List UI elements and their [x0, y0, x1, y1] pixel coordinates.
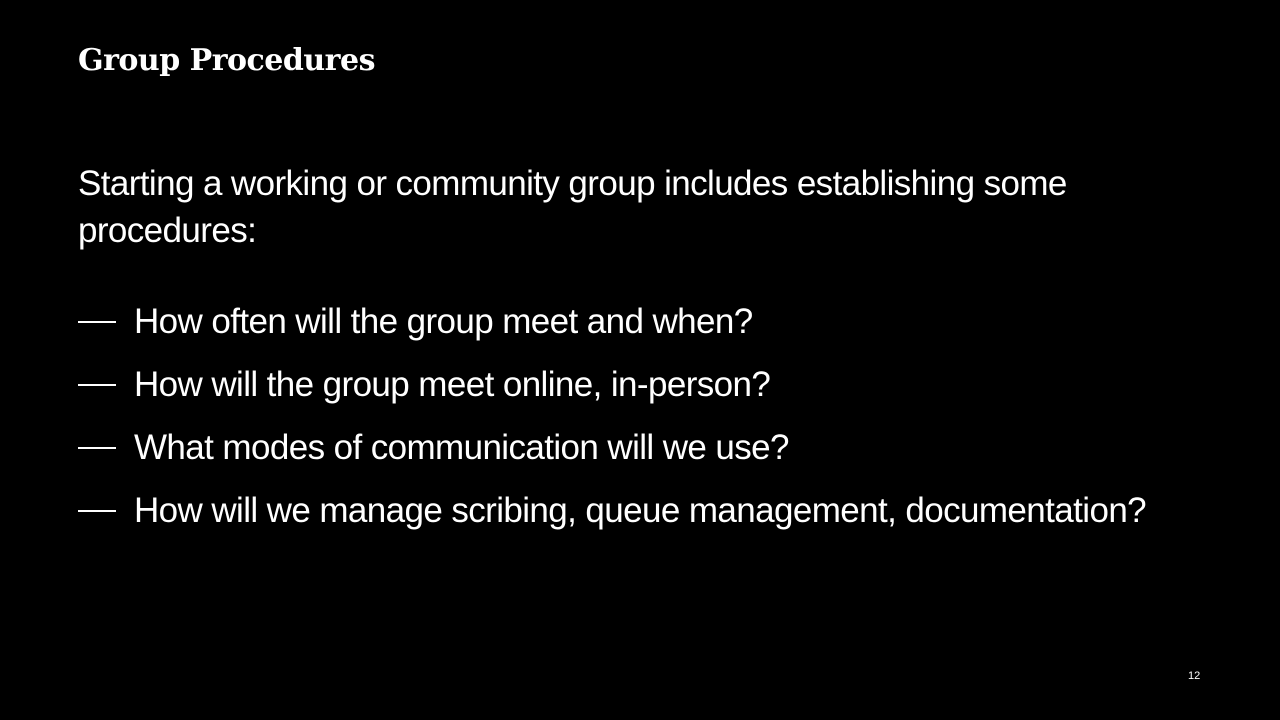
- em-dash-icon: [78, 446, 116, 449]
- slide-page-number: 12: [1188, 670, 1201, 682]
- bullet-item: How will we manage scribing, queue manag…: [78, 479, 1258, 542]
- bullet-text: How will we manage scribing, queue manag…: [134, 490, 1147, 530]
- bullet-item: How will the group meet online, in-perso…: [78, 353, 1258, 416]
- bullet-text: How often will the group meet and when?: [134, 301, 753, 341]
- slide-title: Group Procedures: [78, 43, 375, 78]
- em-dash-icon: [78, 320, 116, 323]
- bullet-item: What modes of communication will we use?: [78, 416, 1258, 479]
- em-dash-icon: [78, 509, 116, 512]
- bullet-text: What modes of communication will we use?: [134, 427, 790, 467]
- em-dash-icon: [78, 383, 116, 386]
- intro-paragraph: Starting a working or community group in…: [78, 164, 1067, 250]
- bullet-item: How often will the group meet and when?: [78, 290, 1258, 353]
- bullet-text: How will the group meet online, in-perso…: [134, 364, 771, 404]
- bullet-list: How often will the group meet and when? …: [78, 290, 1258, 542]
